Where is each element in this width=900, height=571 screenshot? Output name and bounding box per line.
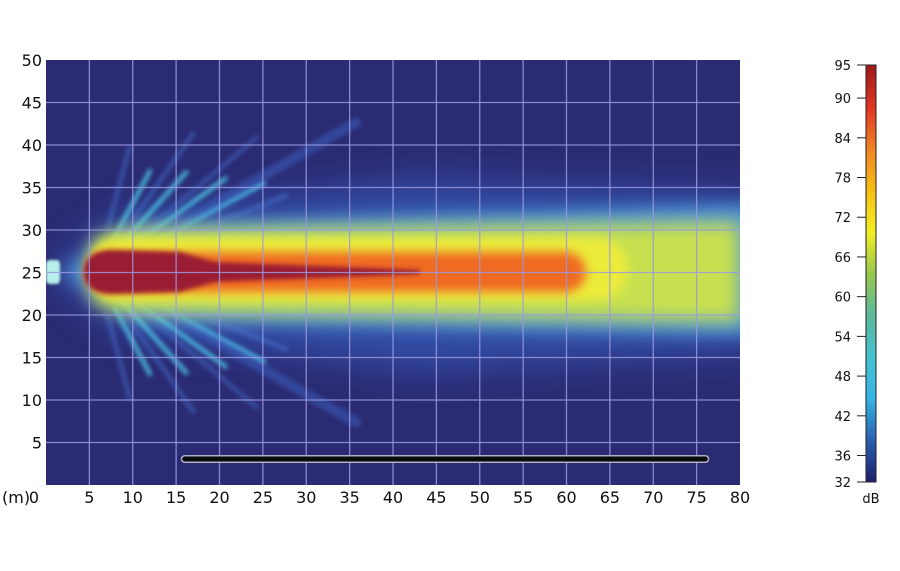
colorbar-tick-label: 95 [834, 59, 851, 74]
ray [116, 303, 196, 414]
colorbar: 95 90 84 78 72 66 60 54 48 42 36 32 dB [834, 59, 879, 507]
y-tick-label: 25 [22, 264, 42, 283]
y-tick-label: 35 [22, 179, 42, 198]
colorbar-tick-label: 60 [834, 291, 851, 306]
x-tick-label: 20 [209, 488, 229, 507]
x-tick-label: 70 [643, 488, 663, 507]
ray [116, 131, 196, 242]
x-tick-label: 50 [470, 488, 490, 507]
x-tick-label: 55 [513, 488, 533, 507]
colorbar-unit-label: dB [862, 492, 879, 507]
x-axis-ticks: 0 5 10 15 20 25 30 35 40 45 50 55 60 65 70 75 80 [29, 488, 750, 507]
ray [124, 135, 259, 249]
colorbar-gradient [865, 64, 877, 483]
ray [124, 296, 259, 410]
y-tick-label: 30 [22, 221, 42, 240]
ray [104, 144, 132, 236]
x-tick-label: 0 [29, 488, 39, 507]
x-axis-unit-label: (m) [2, 488, 30, 507]
y-tick-label: 40 [22, 136, 42, 155]
y-tick-label: 10 [22, 391, 42, 410]
x-tick-label: 30 [296, 488, 316, 507]
colorbar-tick-label: 84 [834, 132, 851, 147]
colorbar-tick-label: 42 [834, 410, 851, 425]
x-tick-label: 75 [686, 488, 706, 507]
ray [104, 309, 132, 401]
y-axis-ticks: 5 10 15 20 25 30 35 40 45 50 [22, 51, 42, 453]
colorbar-tick-label: 32 [834, 476, 851, 491]
plot-area [46, 60, 740, 485]
x-tick-label: 5 [84, 488, 94, 507]
colorbar-ticks: 95 90 84 78 72 66 60 54 48 42 36 32 [834, 59, 866, 491]
grid [46, 60, 740, 485]
x-tick-label: 65 [600, 488, 620, 507]
x-tick-label: 25 [253, 488, 273, 507]
colorbar-tick-label: 90 [834, 92, 851, 107]
x-tick-label: 15 [166, 488, 186, 507]
x-tick-label: 10 [123, 488, 143, 507]
x-tick-label: 40 [383, 488, 403, 507]
x-tick-label: 80 [730, 488, 750, 507]
colorbar-tick-label: 78 [834, 172, 851, 187]
colorbar-tick-label: 72 [834, 211, 851, 226]
x-tick-label: 35 [339, 488, 359, 507]
x-tick-label: 60 [556, 488, 576, 507]
y-tick-label: 45 [22, 94, 42, 113]
y-tick-label: 20 [22, 306, 42, 325]
x-tick-label: 45 [426, 488, 446, 507]
colorbar-tick-label: 54 [834, 330, 851, 345]
y-tick-label: 5 [32, 434, 42, 453]
colorbar-tick-label: 66 [834, 251, 851, 266]
colorbar-tick-label: 48 [834, 370, 851, 385]
y-tick-label: 50 [22, 51, 42, 70]
y-tick-label: 15 [22, 349, 42, 368]
colorbar-tick-label: 36 [834, 450, 851, 465]
